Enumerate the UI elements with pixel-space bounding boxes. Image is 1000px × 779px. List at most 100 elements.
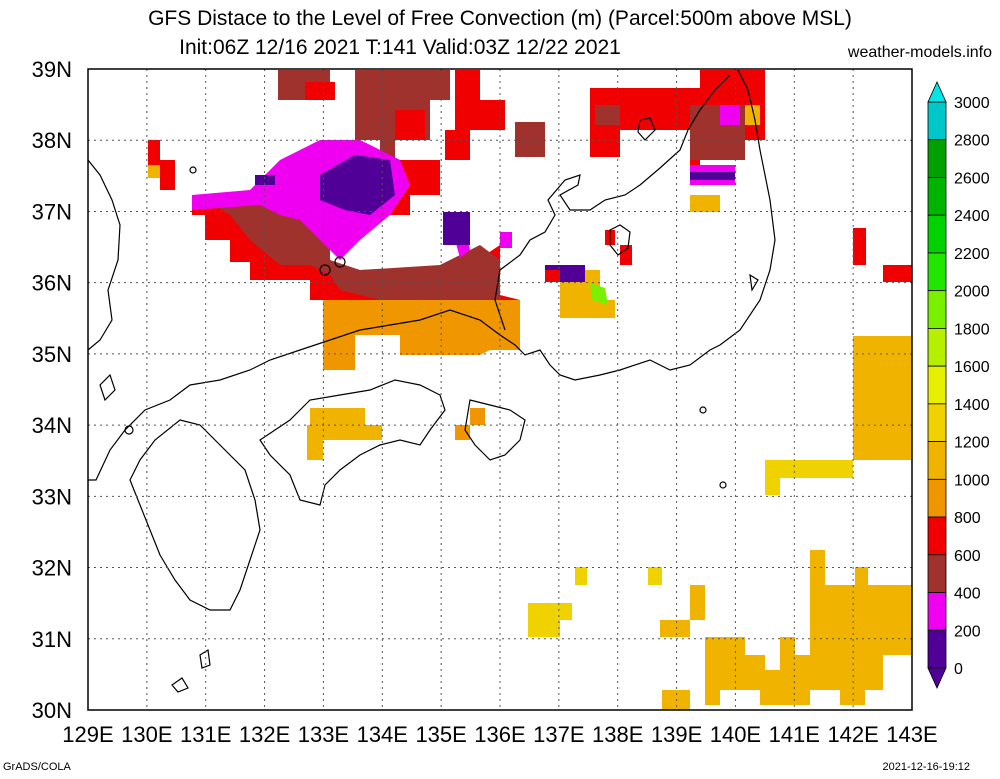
colorbar-segment — [927, 327, 947, 367]
lon-tick-label: 142E — [827, 722, 878, 747]
colorbar-label: 800 — [954, 510, 981, 527]
field-west — [148, 140, 175, 190]
field-east-yellow — [765, 460, 853, 495]
lat-tick-label: 33N — [32, 484, 72, 509]
site-credit: weather-models.info — [847, 44, 992, 61]
colorbar-segment — [927, 554, 947, 593]
lon-tick-label: 136E — [474, 722, 525, 747]
lat-tick-label: 31N — [32, 627, 72, 652]
colorbar-top-arrow — [927, 81, 947, 103]
lon-tick-label: 140E — [710, 722, 761, 747]
coast-islands — [99, 166, 759, 693]
colorbar-label: 2400 — [954, 208, 990, 225]
colorbar-label: 1400 — [954, 397, 990, 414]
lon-tick-label: 139E — [651, 722, 702, 747]
lon-tick-label: 129E — [62, 722, 113, 747]
lon-tick-label: 138E — [592, 722, 643, 747]
lon-tick-label: 135E — [415, 722, 466, 747]
lon-tick-label: 137E — [533, 722, 584, 747]
colorbar-label: 400 — [954, 586, 981, 603]
colorbar-segment — [927, 592, 947, 631]
colorbar-label: 1000 — [954, 472, 990, 489]
lon-tick-label: 134E — [357, 722, 408, 747]
colorbar-label: 1600 — [954, 359, 990, 376]
field-red-north — [305, 70, 505, 160]
lat-tick-label: 34N — [32, 413, 72, 438]
lat-tick-label: 37N — [32, 199, 72, 224]
colorbar-label: 600 — [954, 548, 981, 565]
lon-tick-label: 143E — [886, 722, 937, 747]
field-brown-band — [205, 192, 500, 320]
colorbar-segment — [927, 101, 947, 141]
colorbar-bottom-arrow — [927, 667, 947, 689]
lat-tick-label: 39N — [32, 57, 72, 82]
colorbar-label: 3000 — [954, 95, 990, 112]
colorbar-segment — [927, 139, 947, 178]
lon-tick-label: 133E — [298, 722, 349, 747]
grid-lines — [88, 69, 912, 710]
coast-kyushu — [129, 419, 261, 611]
colorbar: 3000280026002400220020001800160014001200… — [927, 81, 990, 689]
coastlines — [87, 69, 776, 693]
field-purple — [255, 155, 470, 245]
lat-tick-label: 30N — [32, 698, 72, 723]
chart-title-line1: GFS Distace to the Level of Free Convect… — [148, 7, 852, 30]
field-orange-shikoku — [307, 408, 382, 460]
colorbar-segment — [927, 214, 947, 254]
colorbar-segment — [927, 629, 947, 669]
field-south-orange — [660, 550, 912, 710]
coast-honshu-west — [494, 74, 731, 331]
field-layer — [148, 70, 912, 710]
lat-tick-label: 36N — [32, 271, 72, 296]
colorbar-label: 2000 — [954, 284, 990, 301]
field-orange-south — [323, 300, 520, 370]
colorbar-label: 2600 — [954, 170, 990, 187]
field-ne-orange — [690, 105, 760, 212]
coast-shikoku — [259, 379, 446, 506]
field-ne-brown — [595, 105, 745, 160]
lon-tick-labels: 129E 130E 131E 132E 133E 134E 135E 136E 137E 138E… — [62, 722, 937, 747]
plot-frame — [87, 68, 913, 711]
lat-tick-labels: 39N 38N 37N 36N 35N 34N 33N 32N 31N 30N — [32, 57, 72, 723]
colorbar-segment — [927, 252, 947, 292]
colorbar-label: 2200 — [954, 246, 990, 263]
colorbar-segment — [927, 478, 947, 518]
lon-tick-label: 131E — [180, 722, 231, 747]
field-ne-purple — [690, 172, 735, 180]
colorbar-segment — [927, 177, 947, 216]
field-central-green — [590, 283, 608, 305]
lon-tick-label: 141E — [769, 722, 820, 747]
colorbar-segment — [927, 290, 947, 329]
field-south-yellow — [528, 567, 662, 637]
field-east-orange — [853, 336, 912, 460]
coast-kii — [464, 399, 526, 461]
colorbar-label: 1200 — [954, 435, 990, 452]
footer-timestamp: 2021-12-16-19:12 — [882, 761, 970, 773]
field-sado-brown — [515, 122, 545, 157]
field-noto — [605, 230, 632, 265]
lat-tick-label: 35N — [32, 342, 72, 367]
coast-noto — [609, 224, 631, 256]
field-west-orange — [148, 165, 160, 178]
lat-tick-label: 38N — [32, 128, 72, 153]
chart-title-line2: Init:06Z 12/16 2021 T:141 Valid:03Z 12/2… — [179, 36, 621, 59]
lat-tick-label: 32N — [32, 556, 72, 581]
field-east-red — [853, 228, 912, 282]
colorbar-segment — [927, 441, 947, 480]
colorbar-label: 0 — [954, 661, 963, 678]
field-ne-magenta — [690, 105, 740, 185]
colorbar-segment — [927, 516, 947, 556]
field-central-red — [545, 270, 560, 282]
colorbar-label: 200 — [954, 623, 981, 640]
lon-tick-label: 132E — [239, 722, 290, 747]
lon-tick-label: 130E — [121, 722, 172, 747]
colorbar-label: 1800 — [954, 321, 990, 338]
footer-credit: GrADS/COLA — [3, 761, 71, 773]
colorbar-segment — [927, 365, 947, 405]
coast-sado — [637, 117, 656, 141]
colorbar-segment — [927, 403, 947, 443]
coast-korea — [87, 159, 121, 351]
field-orange-kii — [455, 408, 485, 440]
colorbar-label: 2800 — [954, 133, 990, 150]
